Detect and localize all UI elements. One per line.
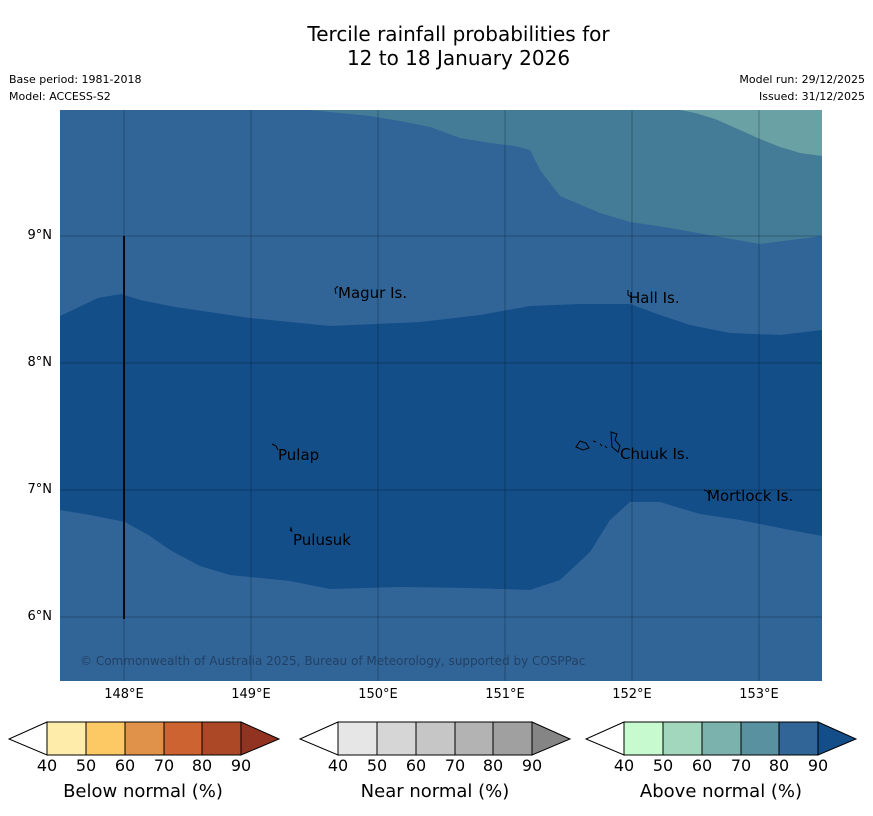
base-period: Base period: 1981-2018 bbox=[9, 73, 142, 86]
copyright-notice: © Commonwealth of Australia 2025, Bureau… bbox=[80, 654, 585, 668]
colorbar-below bbox=[7, 721, 281, 756]
lat-tick-7: 7°N bbox=[27, 482, 53, 497]
label-mortlock: Mortlock Is. bbox=[707, 487, 793, 505]
above-tick-40: 40 bbox=[613, 756, 635, 775]
lon-tick-149: 149°E bbox=[231, 687, 271, 702]
lat-tick-8: 8°N bbox=[27, 355, 53, 370]
label-magur: Magur Is. bbox=[338, 284, 407, 302]
model-run: Model run: 29/12/2025 bbox=[739, 73, 865, 86]
model-name: Model: ACCESS-S2 bbox=[9, 90, 111, 103]
colorbar-above-seg-2 bbox=[662, 721, 703, 756]
colorbar-near-seg-5 bbox=[492, 721, 533, 756]
above-normal-label: Above normal (%) bbox=[639, 781, 803, 802]
island-chuuk-2 bbox=[610, 431, 621, 453]
colorbar-above-seg-0 bbox=[584, 721, 625, 756]
label-chuuk: Chuuk Is. bbox=[620, 445, 689, 463]
map-area: Magur Is. Hall Is. Pulap Chuuk Is. Mortl… bbox=[60, 110, 822, 681]
label-pulap: Pulap bbox=[278, 446, 319, 464]
title-line-2: 12 to 18 January 2026 bbox=[346, 46, 571, 70]
colorbar-near bbox=[298, 721, 572, 756]
lon-tick-152: 152°E bbox=[612, 687, 652, 702]
colorbar-near-seg-2 bbox=[376, 721, 417, 756]
below-tick-90: 90 bbox=[230, 756, 252, 775]
colorbar-below-seg-5 bbox=[201, 721, 242, 756]
lon-tick-150: 150°E bbox=[358, 687, 398, 702]
lat-tick-6: 6°N bbox=[27, 609, 53, 624]
contour-above-90 bbox=[60, 294, 822, 590]
below-tick-40: 40 bbox=[36, 756, 58, 775]
above-tick-70: 70 bbox=[730, 756, 752, 775]
title-line-1: Tercile rainfall probabilities for bbox=[307, 22, 610, 46]
colorbar-below-seg-1 bbox=[46, 721, 87, 756]
colorbar-below-seg-3 bbox=[124, 721, 165, 756]
label-hall: Hall Is. bbox=[629, 289, 680, 307]
colorbar-above-seg-4 bbox=[740, 721, 780, 756]
lon-tick-151: 151°E bbox=[485, 687, 525, 702]
above-tick-50: 50 bbox=[652, 756, 674, 775]
colorbar-below-seg-0 bbox=[7, 721, 48, 756]
below-normal-label: Below normal (%) bbox=[63, 781, 223, 802]
near-tick-70: 70 bbox=[444, 756, 466, 775]
island-chuuk-1 bbox=[575, 440, 590, 451]
colorbar-near-seg-1 bbox=[337, 721, 378, 756]
colorbar-above-seg-6 bbox=[817, 721, 858, 756]
near-tick-80: 80 bbox=[482, 756, 504, 775]
colorbar-below-seg-2 bbox=[85, 721, 126, 756]
near-tick-40: 40 bbox=[327, 756, 349, 775]
label-pulusuk: Pulusuk bbox=[293, 531, 351, 549]
island-magur bbox=[334, 285, 339, 295]
colorbar-above bbox=[584, 721, 858, 756]
below-tick-70: 70 bbox=[153, 756, 175, 775]
above-tick-80: 80 bbox=[768, 756, 790, 775]
colorbar-above-seg-1 bbox=[623, 721, 664, 756]
below-tick-80: 80 bbox=[191, 756, 213, 775]
contour-above-70 bbox=[310, 110, 822, 244]
island-chuuk-3 bbox=[592, 440, 608, 449]
colorbar-below-seg-4 bbox=[163, 721, 203, 756]
lat-tick-9: 9°N bbox=[27, 228, 53, 243]
colorbar-above-seg-3 bbox=[701, 721, 742, 756]
colorbar-below-seg-6 bbox=[240, 721, 281, 756]
near-tick-90: 90 bbox=[521, 756, 543, 775]
island-mortlock bbox=[703, 489, 710, 495]
islands bbox=[271, 285, 710, 533]
island-hall bbox=[627, 290, 632, 298]
colorbar-near-seg-0 bbox=[298, 721, 339, 756]
contour-above-60 bbox=[680, 110, 822, 156]
colorbar-near-seg-3 bbox=[415, 721, 456, 756]
above-tick-60: 60 bbox=[691, 756, 713, 775]
gridlines bbox=[60, 110, 822, 681]
below-tick-50: 50 bbox=[75, 756, 97, 775]
colorbar-near-seg-6 bbox=[531, 721, 572, 756]
lon-tick-153: 153°E bbox=[739, 687, 779, 702]
colorbar-near-seg-4 bbox=[454, 721, 494, 756]
near-tick-50: 50 bbox=[366, 756, 388, 775]
below-tick-60: 60 bbox=[114, 756, 136, 775]
colorbar-above-seg-5 bbox=[778, 721, 819, 756]
issued-date: Issued: 31/12/2025 bbox=[758, 90, 865, 103]
above-tick-90: 90 bbox=[807, 756, 829, 775]
lon-tick-148: 148°E bbox=[104, 687, 144, 702]
map-title: Tercile rainfall probabilities for 12 to… bbox=[0, 22, 873, 70]
island-pulap bbox=[271, 443, 279, 451]
island-pulusuk bbox=[289, 526, 293, 533]
near-normal-label: Near normal (%) bbox=[360, 781, 510, 802]
meta-right: Model run: 29/12/2025 Issued: 31/12/2025 bbox=[739, 71, 865, 105]
near-tick-60: 60 bbox=[405, 756, 427, 775]
meta-left: Base period: 1981-2018 Model: ACCESS-S2 bbox=[9, 71, 141, 105]
